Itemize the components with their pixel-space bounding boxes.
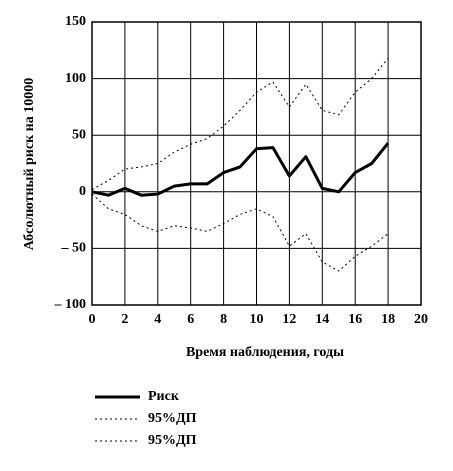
legend-label: 95%ДП bbox=[148, 411, 197, 426]
y-tick-label: 150 bbox=[65, 14, 86, 29]
x-tick-label: 8 bbox=[220, 312, 227, 327]
x-tick-label: 10 bbox=[250, 312, 264, 327]
x-tick-label: 16 bbox=[348, 312, 362, 327]
x-tick-label: 20 bbox=[414, 312, 428, 327]
legend-label: 95%ДП bbox=[148, 433, 197, 448]
series-line bbox=[91, 193, 389, 272]
plot-frame bbox=[91, 21, 422, 306]
x-tick-label: 12 bbox=[282, 312, 296, 327]
x-tick-label: 2 bbox=[121, 312, 128, 327]
legend-label: Риск bbox=[148, 389, 180, 404]
x-tick-label: 18 bbox=[381, 312, 395, 327]
x-tick-label: 0 bbox=[89, 312, 96, 327]
y-tick-label: 50 bbox=[72, 127, 86, 142]
x-tick-label: 6 bbox=[187, 312, 194, 327]
y-tick-label: – 100 bbox=[54, 297, 87, 312]
series-line bbox=[91, 142, 390, 197]
x-tick-label: 14 bbox=[315, 312, 329, 327]
y-tick-label: – 50 bbox=[61, 241, 87, 256]
y-tick-label: 100 bbox=[65, 71, 86, 86]
y-axis-label: Абсолютный риск на 10000 bbox=[22, 78, 37, 250]
y-tick-label: 0 bbox=[79, 184, 86, 199]
x-tick-label: 4 bbox=[154, 312, 161, 327]
x-axis-label: Время наблюдения, годы bbox=[186, 345, 344, 360]
series-line bbox=[91, 57, 389, 190]
